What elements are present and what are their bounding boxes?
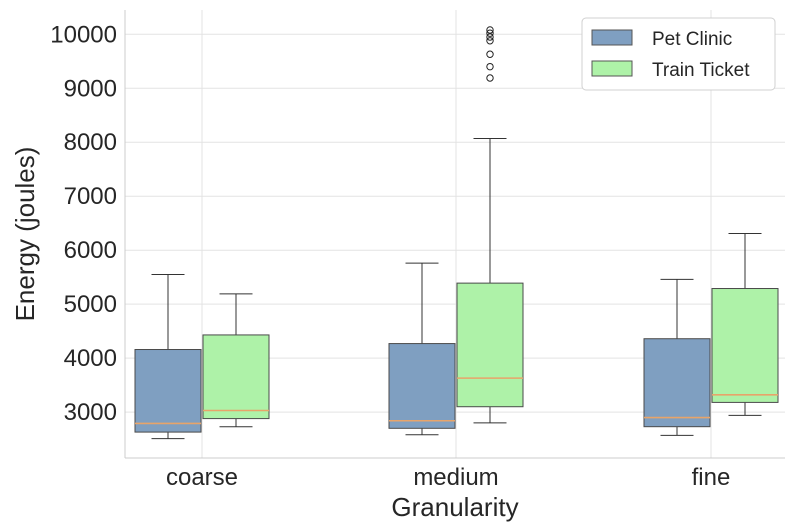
box-train-ticket-medium	[456, 26, 524, 424]
y-tick-label: 7000	[64, 183, 117, 210]
outlier-point	[486, 26, 494, 34]
outlier-point	[486, 62, 494, 71]
y-tick-label: 5000	[64, 291, 117, 318]
outlier-point	[486, 29, 494, 37]
y-axis-label: Energy (joules)	[10, 147, 40, 322]
y-tick-label: 8000	[64, 129, 117, 156]
box-pet-clinic-medium	[388, 262, 456, 436]
box-train-ticket-fine	[711, 232, 779, 416]
y-tick-label: 6000	[64, 237, 117, 264]
legend: Pet Clinic Train Ticket	[581, 17, 776, 91]
legend-label-pet-clinic: Pet Clinic	[652, 29, 732, 50]
y-tick-label: 10000	[50, 21, 117, 48]
box-body	[134, 349, 202, 433]
legend-label-train-ticket: Train Ticket	[652, 60, 750, 81]
box-body	[711, 288, 779, 403]
outlier-point	[486, 74, 494, 82]
y-tick-label: 9000	[64, 75, 117, 102]
x-tick-label: fine	[692, 464, 731, 491]
box-body	[456, 282, 524, 408]
box-body	[643, 338, 711, 428]
box-pet-clinic-fine	[643, 278, 711, 436]
box-train-ticket-coarse	[202, 293, 270, 428]
outlier-point	[486, 50, 494, 58]
box-plot-series	[134, 26, 779, 440]
axes	[124, 10, 785, 459]
tick-labels: 3000 4000 5000 6000 7000 8000 9000 10000 coarse m…	[50, 21, 730, 491]
outlier-point	[486, 37, 494, 45]
y-tick-label: 4000	[64, 345, 117, 372]
box-body	[202, 334, 270, 420]
outlier-point	[486, 33, 494, 41]
box-body	[388, 343, 456, 429]
box-pet-clinic-coarse	[134, 273, 202, 440]
y-tick-label: 3000	[64, 399, 117, 426]
x-tick-label: coarse	[166, 464, 238, 491]
legend-swatch-train-ticket	[591, 60, 633, 77]
x-axis-label: Granularity	[391, 492, 518, 522]
legend-swatch-pet-clinic	[591, 29, 633, 46]
x-tick-label: medium	[413, 464, 498, 491]
